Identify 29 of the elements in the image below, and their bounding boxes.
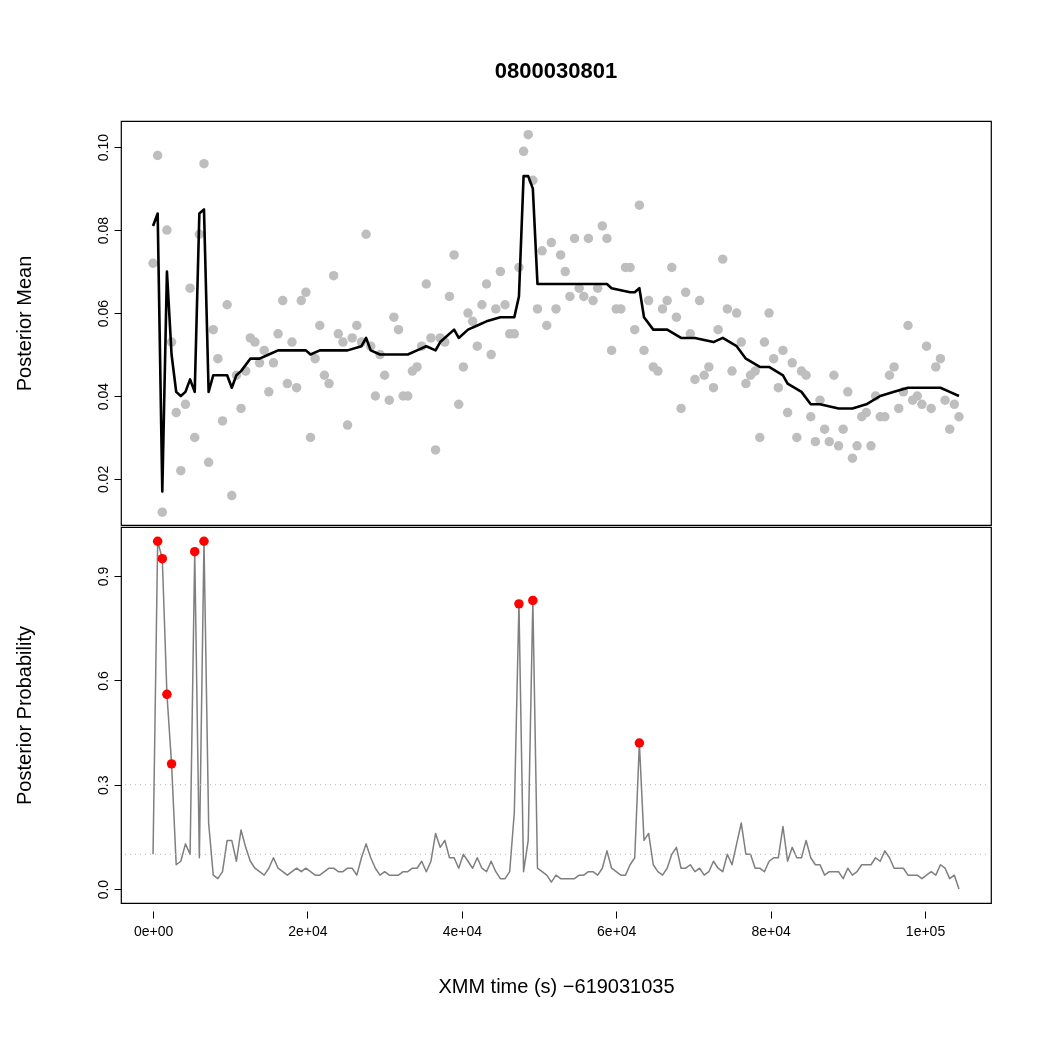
x-tick-label: 8e+04	[751, 922, 791, 939]
y-tick-label: 0.06	[94, 299, 111, 328]
y-tick-label: 0.3	[94, 775, 111, 795]
x-tick-label: 6e+04	[597, 922, 637, 939]
x-axis-title: XMM time (s) −619031035	[438, 974, 675, 997]
point	[162, 689, 172, 700]
y-axis-title: Posterior Mean	[12, 255, 35, 392]
point	[634, 738, 645, 748]
y-tick-label: 0.02	[94, 465, 111, 494]
point	[199, 536, 209, 546]
point	[152, 536, 163, 546]
y-tick-label: 0.6	[94, 670, 111, 691]
point	[157, 553, 168, 564]
x-tick-label: 2e+04	[288, 922, 328, 939]
point	[514, 599, 524, 609]
x-tick-label: 0e+00	[133, 922, 174, 939]
x-tick-label: 4e+04	[442, 922, 483, 939]
chart-title: 0800030801	[494, 58, 618, 83]
y-tick-label: 0.0	[94, 879, 111, 900]
line-series	[151, 174, 961, 493]
x-tick-label: 1e+05	[905, 922, 946, 939]
point	[528, 595, 538, 606]
y-tick-label: 0.04	[94, 382, 111, 411]
point	[189, 546, 200, 557]
y-tick-label: 0.08	[94, 216, 111, 245]
y-tick-label: 0.10	[94, 133, 111, 162]
y-axis-title: Posterior Probability	[12, 626, 35, 805]
y-tick-label: 0.9	[94, 566, 111, 587]
point	[166, 759, 177, 769]
